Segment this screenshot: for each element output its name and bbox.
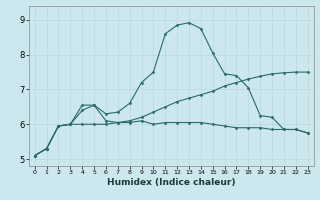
X-axis label: Humidex (Indice chaleur): Humidex (Indice chaleur): [107, 178, 236, 187]
